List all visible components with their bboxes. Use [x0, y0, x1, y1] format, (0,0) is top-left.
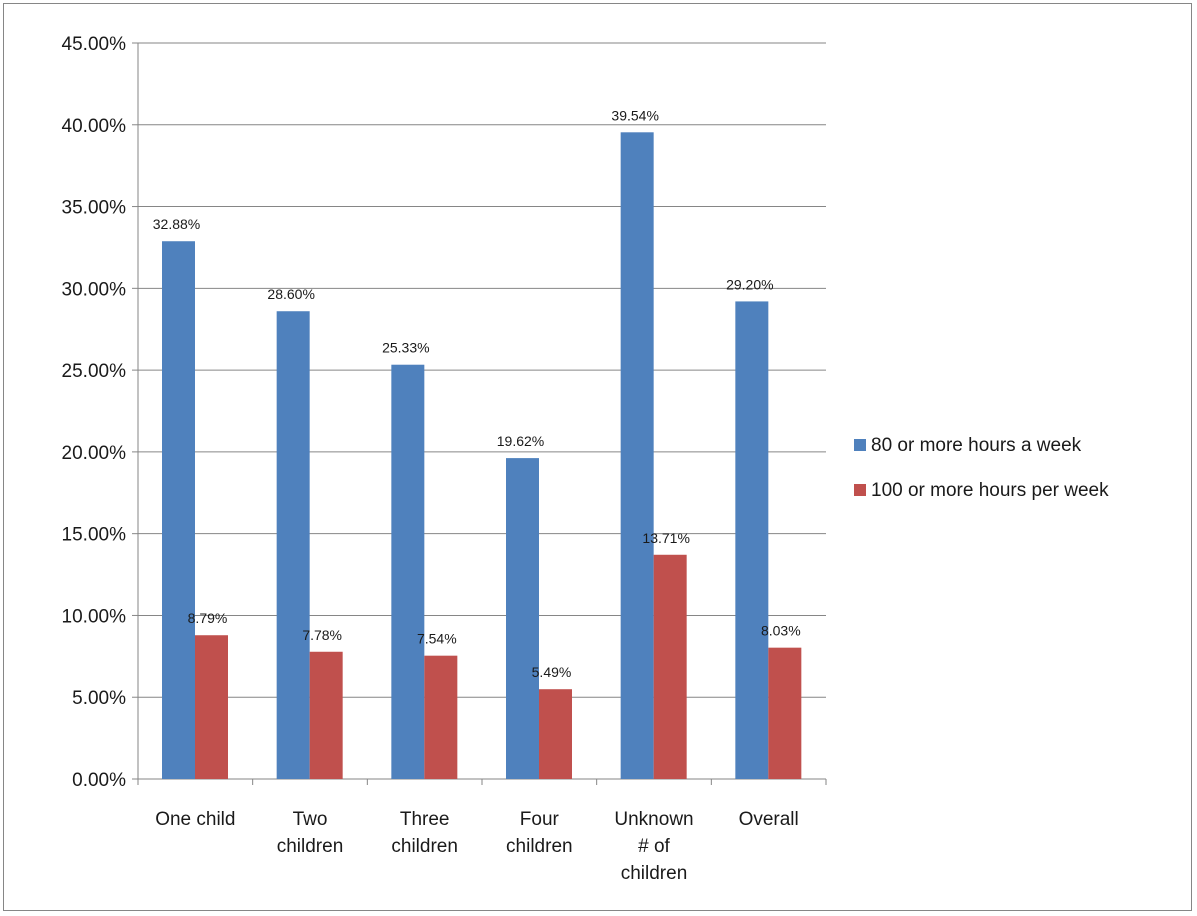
data-label: 8.79% — [188, 610, 228, 626]
bar-series1 — [735, 301, 769, 779]
bar-series1 — [162, 241, 195, 779]
x-category-label: Overall — [739, 809, 799, 830]
x-category-label: children — [277, 836, 344, 857]
bar-series2 — [309, 651, 343, 779]
x-category-label: Two — [293, 809, 328, 830]
data-label: 8.03% — [761, 623, 801, 639]
y-tick-label: 15.00% — [62, 525, 127, 546]
bar-series2 — [539, 689, 572, 779]
bar-series1 — [506, 458, 539, 779]
y-tick-label: 0.00% — [72, 770, 126, 791]
y-tick-label: 20.00% — [62, 443, 127, 464]
data-label: 13.71% — [642, 530, 689, 546]
bar-series1 — [276, 311, 310, 779]
data-label: 29.20% — [726, 276, 773, 292]
y-tick-label: 30.00% — [62, 279, 127, 300]
bar-series1 — [620, 132, 654, 779]
bar-series2 — [424, 655, 458, 779]
x-category-label: children — [391, 836, 458, 857]
legend-label: 80 or more hours a week — [871, 435, 1082, 456]
y-tick-label: 45.00% — [62, 34, 127, 55]
x-category-label: Four — [520, 809, 560, 830]
bar-series2 — [653, 554, 687, 779]
y-tick-label: 40.00% — [62, 116, 127, 137]
data-label: 7.78% — [302, 627, 342, 643]
x-category-label: Three — [400, 809, 450, 830]
x-category-label: One child — [155, 809, 235, 830]
x-category-label: children — [506, 836, 573, 857]
y-tick-label: 10.00% — [62, 606, 127, 627]
data-label: 32.88% — [153, 216, 200, 232]
data-label: 39.54% — [611, 107, 658, 123]
x-category-label: children — [621, 863, 688, 884]
data-label: 19.62% — [497, 433, 544, 449]
legend-swatch — [854, 484, 866, 496]
y-tick-label: 35.00% — [62, 198, 127, 219]
x-category-label: Unknown — [614, 809, 693, 830]
data-label: 28.60% — [267, 286, 314, 302]
data-label: 25.33% — [382, 340, 429, 356]
bar-series1 — [391, 364, 425, 779]
legend-label: 100 or more hours per week — [871, 480, 1109, 501]
x-category-label: # of — [638, 836, 670, 857]
bar-series2 — [768, 647, 802, 779]
legend-swatch — [854, 439, 866, 451]
data-label: 7.54% — [417, 631, 457, 647]
data-label: 5.49% — [532, 664, 572, 680]
bar-series2 — [195, 635, 228, 779]
y-tick-label: 25.00% — [62, 361, 127, 382]
y-tick-label: 5.00% — [72, 688, 126, 709]
